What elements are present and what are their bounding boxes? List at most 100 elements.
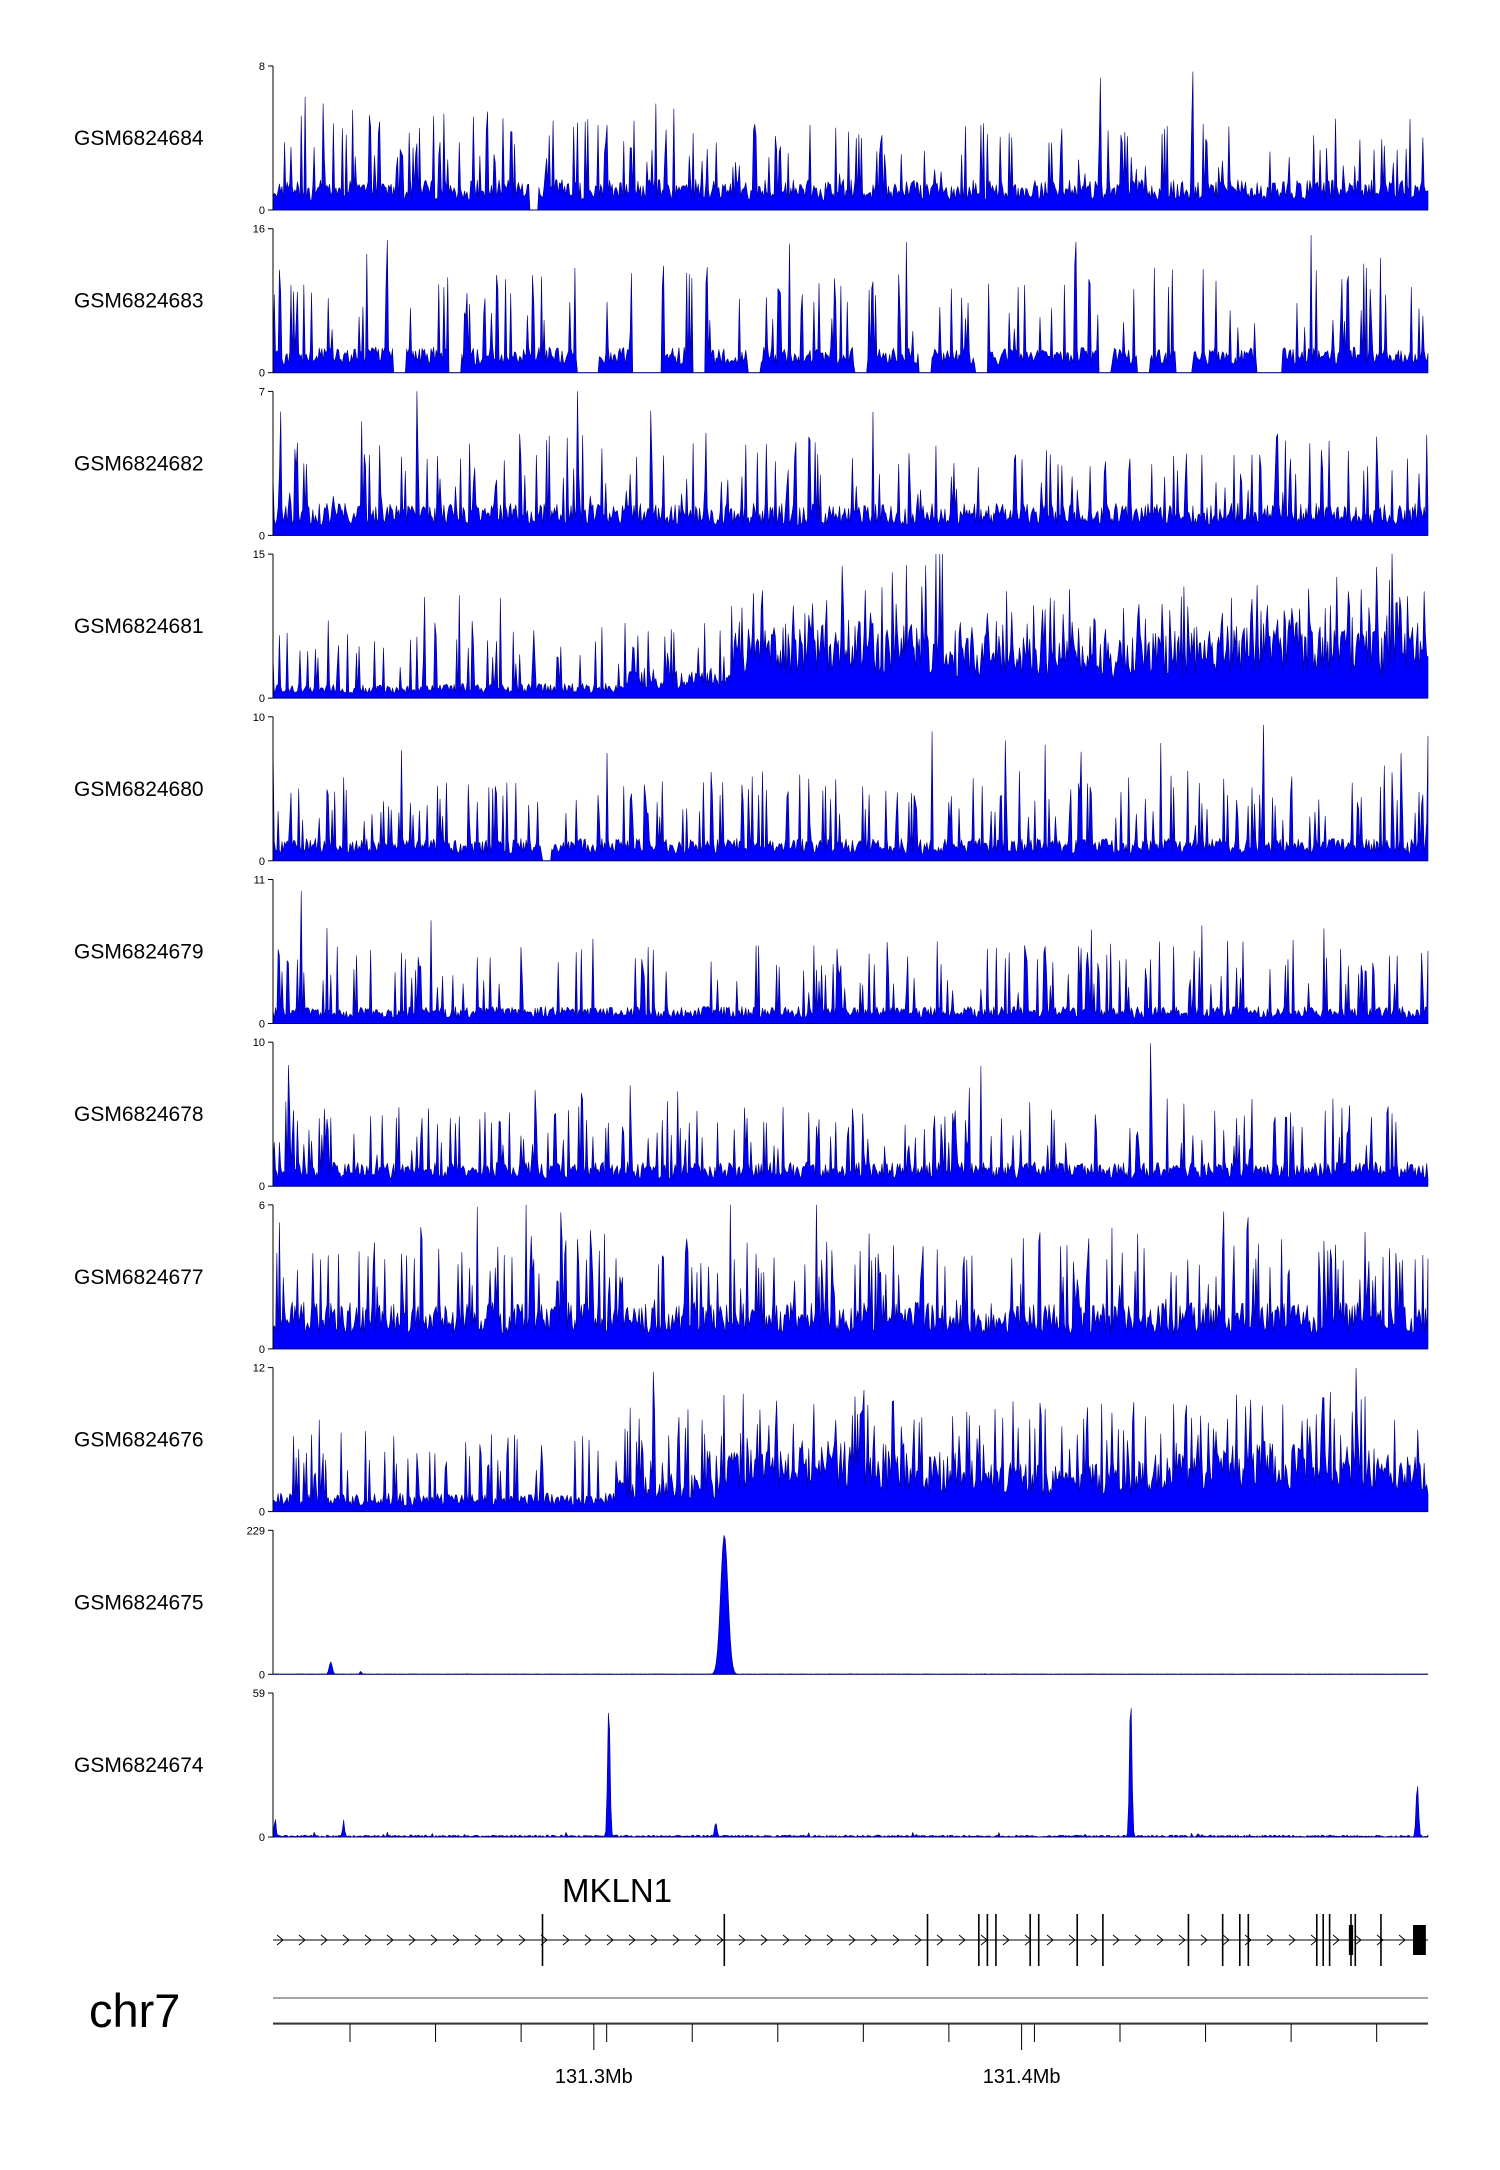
strand-arrow-icon (804, 1934, 812, 1946)
strand-arrow-icon (496, 1934, 504, 1946)
track-GSM6824680: 10 0 GSM6824680 (74, 712, 1429, 868)
gene-utr-block (1348, 1925, 1354, 1955)
strand-arrow-icon (1156, 1934, 1164, 1946)
strand-arrow-icon (936, 1934, 944, 1946)
gene-utr-block (1413, 1925, 1426, 1955)
gene-label: MKLN1 (562, 1872, 672, 1909)
signal-GSM6824683 (272, 234, 1429, 373)
strand-arrow-icon (848, 1934, 856, 1946)
y-max-label-GSM6824681: 15 (253, 549, 265, 561)
track-GSM6824676: 12 0 GSM6824676 (74, 1363, 1429, 1519)
strand-arrow-icon (672, 1934, 680, 1946)
signal-GSM6824676 (272, 1367, 1429, 1512)
strand-arrow-icon (1266, 1934, 1274, 1946)
y-min-label-GSM6824681: 0 (259, 693, 265, 705)
strand-arrow-icon (1090, 1934, 1098, 1946)
track-label-GSM6824675: GSM6824675 (74, 1591, 204, 1614)
strand-arrow-icon (870, 1934, 878, 1946)
signal-tracks: 8 0 GSM6824684 16 0 GSM6824683 7 0 GSM6824682 15 0… (74, 61, 1429, 1844)
y-min-label-GSM6824682: 0 (259, 530, 265, 542)
strand-arrow-icon (1046, 1934, 1054, 1946)
strand-arrow-icon (1068, 1934, 1076, 1946)
track-GSM6824681: 15 0 GSM6824681 (74, 549, 1429, 705)
strand-arrow-icon (1288, 1934, 1296, 1946)
strand-arrow-icon (408, 1934, 416, 1946)
signal-GSM6824684 (272, 71, 1429, 211)
y-max-label-GSM6824676: 12 (253, 1363, 265, 1375)
track-label-GSM6824683: GSM6824683 (74, 290, 204, 313)
y-min-label-GSM6824683: 0 (259, 368, 265, 380)
strand-arrow-icon (386, 1934, 394, 1946)
track-GSM6824675: 229 0 GSM6824675 (74, 1525, 1429, 1681)
y-min-label-GSM6824674: 0 (259, 1832, 265, 1844)
y-max-label-GSM6824674: 59 (253, 1688, 265, 1700)
track-GSM6824678: 10 0 GSM6824678 (74, 1037, 1429, 1193)
strand-arrow-icon (430, 1934, 438, 1946)
track-label-GSM6824678: GSM6824678 (74, 1103, 204, 1126)
signal-GSM6824675 (272, 1535, 1429, 1675)
strand-arrow-icon (1200, 1934, 1208, 1946)
track-label-GSM6824680: GSM6824680 (74, 778, 204, 801)
y-max-label-GSM6824677: 6 (259, 1200, 265, 1212)
x-tick-label: 131.3Mb (555, 2066, 633, 2088)
track-GSM6824677: 6 0 GSM6824677 (74, 1200, 1429, 1356)
y-min-label-GSM6824680: 0 (259, 856, 265, 868)
signal-GSM6824677 (272, 1204, 1429, 1350)
strand-arrow-icon (914, 1934, 922, 1946)
signal-GSM6824682 (272, 391, 1429, 536)
y-min-label-GSM6824679: 0 (259, 1019, 265, 1031)
strand-arrow-icon (826, 1934, 834, 1946)
y-max-label-GSM6824675: 229 (247, 1525, 265, 1537)
strand-arrow-icon (1354, 1934, 1362, 1946)
strand-arrow-icon (958, 1934, 966, 1946)
y-max-label-GSM6824682: 7 (259, 386, 265, 398)
chromosome-label: chr7 (89, 1984, 180, 2037)
strand-arrow-icon (650, 1934, 658, 1946)
track-label-GSM6824679: GSM6824679 (74, 941, 204, 964)
strand-arrow-icon (1112, 1934, 1120, 1946)
strand-arrow-icon (1178, 1934, 1186, 1946)
signal-GSM6824681 (272, 553, 1429, 699)
strand-arrow-icon (320, 1934, 328, 1946)
track-label-GSM6824684: GSM6824684 (74, 127, 204, 150)
y-min-label-GSM6824684: 0 (259, 205, 265, 217)
signal-GSM6824680 (272, 724, 1429, 862)
strand-arrow-icon (606, 1934, 614, 1946)
strand-arrow-icon (584, 1934, 592, 1946)
strand-arrow-icon (342, 1934, 350, 1946)
y-min-label-GSM6824675: 0 (259, 1669, 265, 1681)
strand-arrow-icon (276, 1934, 284, 1946)
strand-arrow-icon (1398, 1934, 1406, 1946)
strand-arrow-icon (364, 1934, 372, 1946)
track-label-GSM6824677: GSM6824677 (74, 1266, 204, 1289)
strand-arrow-icon (1244, 1934, 1252, 1946)
strand-arrow-icon (562, 1934, 570, 1946)
strand-arrow-icon (892, 1934, 900, 1946)
y-max-label-GSM6824683: 16 (253, 224, 265, 236)
strand-arrow-icon (1376, 1934, 1384, 1946)
gene-track: MKLN1 (273, 1872, 1428, 1966)
signal-GSM6824679 (272, 890, 1429, 1024)
x-tick-label: 131.4Mb (983, 2066, 1061, 2088)
strand-arrow-icon (628, 1934, 636, 1946)
strand-arrow-icon (452, 1934, 460, 1946)
strand-arrow-icon (782, 1934, 790, 1946)
strand-arrow-icon (1024, 1934, 1032, 1946)
chromosome-axis: chr7 131.3Mb 131.4Mb (89, 1984, 1428, 2088)
track-GSM6824682: 7 0 GSM6824682 (74, 386, 1429, 542)
y-min-label-GSM6824677: 0 (259, 1344, 265, 1356)
strand-arrow-icon (694, 1934, 702, 1946)
y-min-label-GSM6824676: 0 (259, 1507, 265, 1519)
track-label-GSM6824674: GSM6824674 (74, 1754, 204, 1777)
strand-arrow-icon (1222, 1934, 1230, 1946)
track-label-GSM6824682: GSM6824682 (74, 452, 204, 475)
strand-arrow-icon (518, 1934, 526, 1946)
y-max-label-GSM6824678: 10 (253, 1037, 265, 1049)
y-max-label-GSM6824680: 10 (253, 712, 265, 724)
track-GSM6824674: 59 0 GSM6824674 (74, 1688, 1429, 1844)
track-GSM6824679: 11 0 GSM6824679 (74, 875, 1429, 1031)
y-max-label-GSM6824684: 8 (259, 61, 265, 73)
strand-arrow-icon (1332, 1934, 1340, 1946)
y-max-label-GSM6824679: 11 (254, 875, 265, 887)
